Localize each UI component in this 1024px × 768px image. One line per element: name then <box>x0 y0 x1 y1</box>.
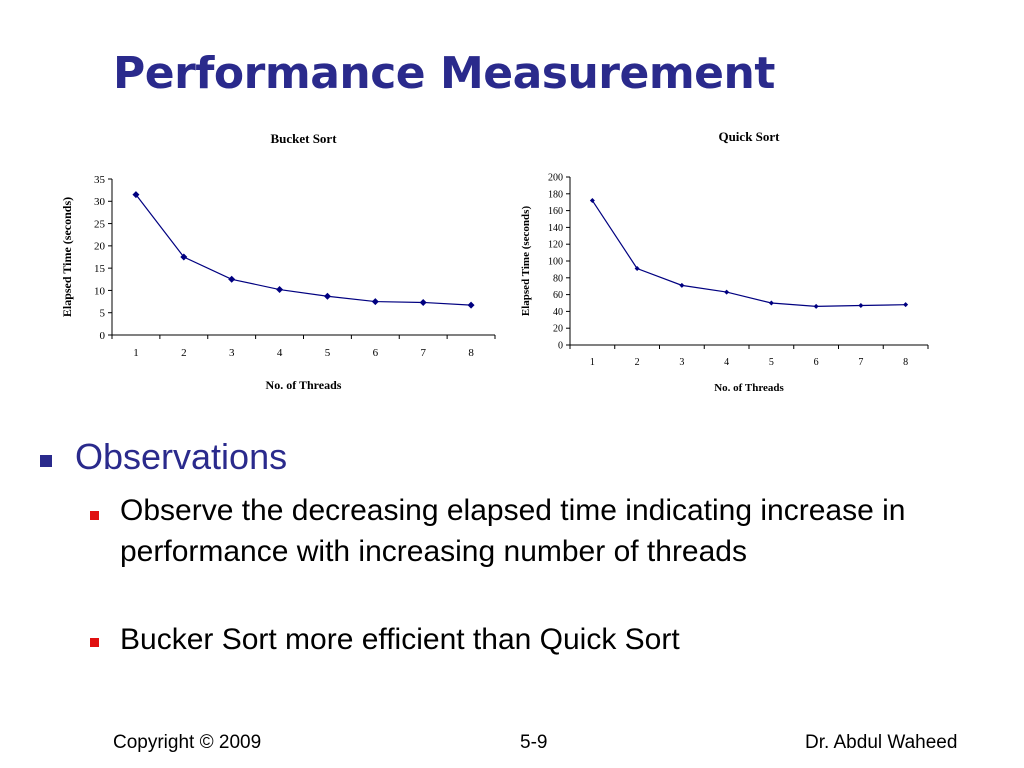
data-point <box>813 303 819 309</box>
x-tick-label: 5 <box>325 347 331 359</box>
y-tick-label: 160 <box>548 206 563 217</box>
footer-copyright: Copyright © 2009 <box>113 732 262 753</box>
data-point <box>467 301 475 309</box>
y-tick-label: 15 <box>94 263 106 275</box>
series-line <box>591 200 906 307</box>
footer-author: Dr. Abdul Waheed <box>805 732 958 753</box>
y-tick-label: 40 <box>553 307 563 318</box>
y-tick-label: 0 <box>100 330 106 342</box>
bullet-marker-level1 <box>40 455 52 467</box>
slide-title: Performance Measurement <box>113 48 775 99</box>
data-point <box>903 302 909 308</box>
x-tick-label: 6 <box>814 357 819 368</box>
x-tick-label: 4 <box>277 347 283 359</box>
y-tick-label: 20 <box>94 241 106 253</box>
data-point <box>276 286 284 294</box>
x-tick-label: 4 <box>724 357 729 368</box>
x-tick-label: 6 <box>373 347 379 359</box>
bucket-sort-chart: Bucket Sort 0 5 10 15 20 25 30 35 1 2 3 4 5 6 7 8 No. of … <box>60 131 496 392</box>
bullet-marker-level2 <box>90 511 99 520</box>
x-tick-label: 2 <box>635 357 640 368</box>
data-point <box>768 300 774 306</box>
x-tick-label: 3 <box>229 347 235 359</box>
x-tick-label: 7 <box>420 347 426 359</box>
data-point <box>180 253 188 261</box>
y-tick-label: 30 <box>94 196 106 208</box>
x-tick-label: 1 <box>133 347 139 359</box>
y-tick-label: 0 <box>558 341 563 352</box>
y-tick-label: 5 <box>100 308 106 320</box>
data-point <box>634 266 640 272</box>
x-tick-label: 1 <box>590 357 595 368</box>
bullet-bucker-efficient: Bucker Sort more efficient than Quick So… <box>120 623 680 656</box>
footer-page-number: 5-9 <box>520 732 548 753</box>
data-point <box>132 191 140 199</box>
x-tick-label: 5 <box>769 357 774 368</box>
x-axis-label: No. of Threads <box>266 378 342 392</box>
data-point <box>679 282 685 288</box>
data-point <box>323 292 331 300</box>
x-tick-label: 2 <box>181 347 187 359</box>
data-point <box>858 303 864 309</box>
bullet-observations: Observations <box>75 436 288 477</box>
y-tick-label: 60 <box>553 290 563 301</box>
data-point <box>724 289 730 295</box>
y-tick-label: 20 <box>553 324 563 335</box>
x-tick-label: 8 <box>468 347 474 359</box>
y-tick-label: 200 <box>548 173 563 184</box>
chart-title: Quick Sort <box>718 129 780 144</box>
y-tick-label: 80 <box>553 273 563 284</box>
bullet-marker-level2 <box>90 638 99 647</box>
data-point <box>419 298 427 306</box>
x-tick-label: 3 <box>679 357 684 368</box>
series-line <box>135 194 472 306</box>
x-tick-label: 8 <box>903 357 908 368</box>
y-axis-label: Elapsed Time (seconds) <box>60 197 74 317</box>
quick-sort-chart: Quick Sort 0 20 40 60 80 100 120 140 160 180 200 1 2 3… <box>520 129 929 394</box>
y-tick-label: 25 <box>94 218 106 230</box>
y-tick-label: 180 <box>548 189 563 200</box>
data-point <box>589 198 595 204</box>
y-tick-label: 140 <box>548 223 563 234</box>
x-axis-label: No. of Threads <box>714 382 784 394</box>
y-tick-label: 100 <box>548 257 563 268</box>
chart-title: Bucket Sort <box>270 131 337 146</box>
data-point <box>228 275 236 283</box>
y-axis-label: Elapsed Time (seconds) <box>520 206 532 317</box>
data-point <box>371 298 379 306</box>
y-tick-label: 35 <box>94 174 106 186</box>
y-tick-label: 120 <box>548 240 563 251</box>
bullet-observe-decreasing: Observe the decreasing elapsed time indi… <box>120 494 906 568</box>
y-tick-label: 10 <box>94 285 106 297</box>
x-tick-label: 7 <box>858 357 863 368</box>
